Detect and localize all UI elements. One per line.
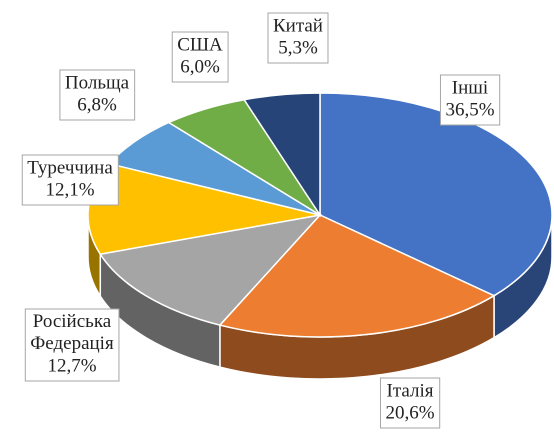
- slice: [218, 214, 496, 338]
- label-value: 12,1%: [45, 179, 94, 200]
- slice: [99, 213, 323, 326]
- label-category: Китай: [273, 15, 323, 36]
- label-category: Російська Федерація: [30, 311, 114, 354]
- label-box: [171, 31, 229, 83]
- label-value: 20,6%: [385, 402, 434, 423]
- label-box: [59, 69, 136, 121]
- label-value: 36,5%: [445, 99, 494, 120]
- label-category: Інші: [452, 77, 488, 98]
- slice: [242, 92, 321, 218]
- label-value: 6,0%: [180, 56, 220, 77]
- label-category: Італія: [387, 380, 434, 401]
- label-box: [439, 74, 501, 126]
- label-box: [379, 377, 441, 429]
- label-category: Польща: [65, 72, 130, 93]
- label-category: США: [177, 34, 223, 55]
- label-value: 6,8%: [77, 94, 117, 115]
- label-value: 12,7%: [47, 355, 96, 376]
- slice: [319, 92, 553, 297]
- label-box: [267, 12, 329, 64]
- label-category: Туреччина: [27, 157, 113, 178]
- label-box: [21, 154, 119, 206]
- label-box: [24, 308, 120, 382]
- label-value: 5,3%: [278, 37, 318, 58]
